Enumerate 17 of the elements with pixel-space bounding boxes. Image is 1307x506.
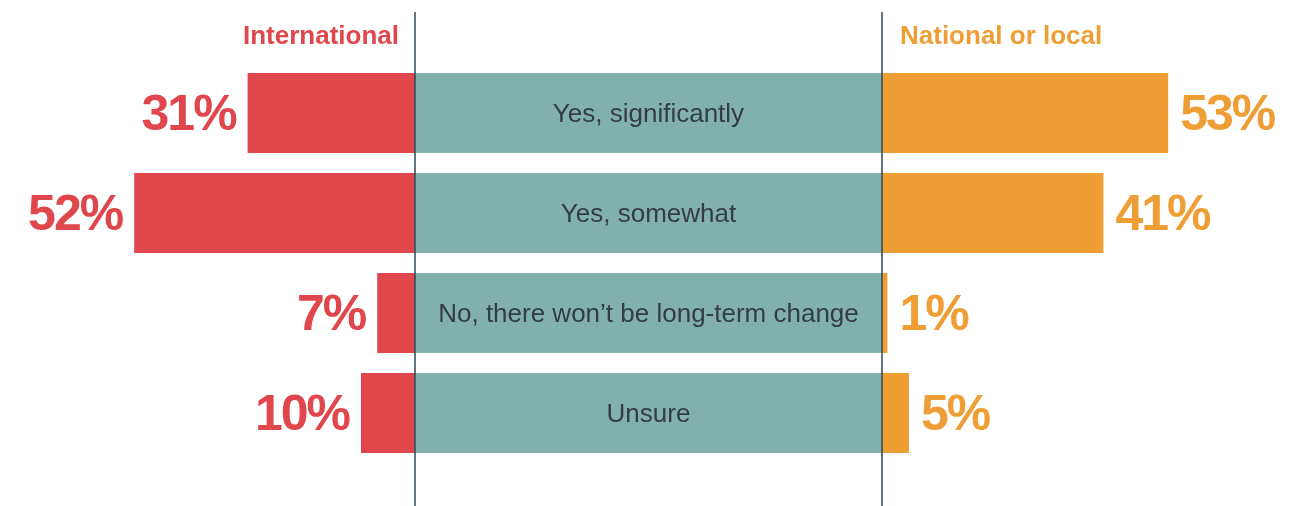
data-label: 7% (296, 285, 367, 341)
data-label: 53% (1180, 85, 1276, 141)
series-label: National or local (900, 20, 1103, 50)
data-label: 52% (28, 185, 124, 241)
data-label: 10% (254, 385, 351, 441)
bar (361, 373, 415, 453)
y-tick-label: Unsure (606, 398, 691, 428)
data-label: 1% (899, 285, 970, 341)
series-label: International (242, 20, 399, 50)
bar (882, 373, 909, 453)
y-tick-label: No, there won’t be long-term change (438, 298, 859, 328)
y-tick-label: Yes, significantly (552, 98, 745, 128)
y-tick-label: Yes, somewhat (560, 198, 737, 228)
data-label: 31% (141, 85, 238, 141)
data-label: 41% (1115, 185, 1212, 241)
bar (377, 273, 415, 353)
data-label: 5% (921, 385, 991, 441)
